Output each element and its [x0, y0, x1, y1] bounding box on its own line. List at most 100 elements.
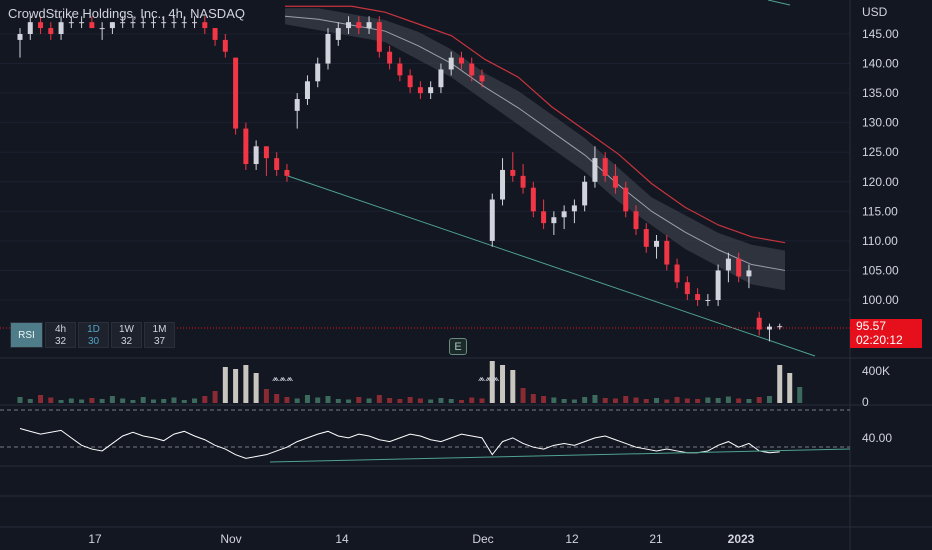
candle: [623, 181, 629, 218]
volume-bar: [17, 397, 23, 403]
rsi-tf-1w[interactable]: 1W 32: [111, 322, 142, 348]
volume-bar: [181, 400, 187, 403]
candle: [469, 57, 475, 82]
moving-average-ribbon: [284, 5, 786, 291]
candle: [304, 75, 310, 105]
candle-body: [551, 217, 557, 224]
rsi-tf-1d[interactable]: 1D 30: [78, 322, 109, 348]
volume-bar: [274, 394, 280, 403]
candle-body: [171, 22, 177, 24]
rsi-tf-1m[interactable]: 1M 37: [144, 322, 175, 348]
candle: [294, 93, 300, 129]
candle: [89, 16, 95, 29]
volume-bar: [79, 399, 85, 403]
candle-body: [407, 75, 413, 88]
candle: [479, 69, 485, 88]
volume-bar: [530, 394, 536, 403]
candle-body: [48, 28, 54, 34]
candlestick-series[interactable]: [17, 16, 783, 342]
candle: [510, 152, 516, 182]
candle: [130, 16, 136, 29]
rsi-label[interactable]: RSI: [10, 322, 43, 348]
volume-bar: [202, 396, 208, 403]
price-tick-label: 140.00: [862, 57, 899, 71]
candle: [17, 28, 23, 58]
candle: [417, 81, 423, 100]
volume-bar: [130, 400, 136, 403]
volume-bar: [58, 400, 64, 403]
volume-bar: [27, 399, 33, 403]
volume-bar: [335, 399, 341, 403]
candle: [458, 51, 464, 70]
volume-bar: [510, 370, 516, 403]
candle: [387, 45, 393, 70]
volume-bar: [304, 395, 310, 403]
price-tick-label: 100.00: [862, 293, 899, 307]
candle: [428, 81, 434, 100]
candle-body: [202, 22, 208, 29]
candle-body: [315, 63, 321, 82]
candle: [777, 323, 783, 330]
volume-bar: [797, 387, 803, 403]
volume-bar: [602, 398, 608, 403]
candle-body: [746, 270, 752, 277]
candle: [161, 16, 167, 29]
upper-trendline: [767, 0, 791, 6]
volume-bar: [192, 398, 198, 403]
rsi-pane: [0, 409, 851, 463]
candle: [79, 16, 85, 29]
volume-bar: [212, 391, 218, 403]
earnings-badge[interactable]: E: [449, 338, 467, 355]
candle-body: [233, 57, 239, 129]
volume-axis-zero: 0: [862, 395, 869, 409]
candle: [325, 28, 331, 70]
candle: [541, 199, 547, 230]
candle: [233, 57, 239, 135]
volume-bar: [520, 388, 526, 403]
candle: [346, 16, 352, 34]
time-tick-label: Dec: [472, 532, 493, 546]
candle-body: [120, 22, 126, 24]
volume-bar: [99, 399, 105, 403]
candle: [212, 28, 218, 46]
candle: [274, 152, 280, 176]
rsi-tf-4h[interactable]: 4h 32: [45, 322, 76, 348]
candle: [530, 181, 536, 218]
volume-bar: [674, 397, 680, 403]
candle: [756, 311, 762, 336]
volume-bar: [243, 365, 249, 403]
candle-body: [510, 169, 516, 176]
candle: [500, 158, 506, 206]
candle: [253, 140, 259, 170]
volume-bar: [746, 399, 752, 403]
candle: [612, 164, 618, 194]
candle: [99, 22, 105, 40]
candle: [448, 51, 454, 76]
volume-bar: [623, 396, 629, 403]
rsi-axis-label: 40.00: [862, 431, 893, 445]
candle: [150, 16, 156, 29]
candle-body: [130, 22, 136, 24]
candle-body: [756, 317, 762, 330]
volume-pane: ⩕⩕⩕ ⩕⩕⩕: [17, 361, 803, 403]
candle-body: [294, 99, 300, 111]
volume-bar: [263, 389, 269, 403]
candle-body: [243, 128, 249, 165]
candle-body: [397, 63, 403, 76]
volume-bar: [417, 398, 423, 403]
rsi-trendline: [269, 448, 851, 463]
volume-bar: [397, 399, 403, 403]
volume-bar: [612, 398, 618, 403]
candle: [561, 205, 567, 230]
volume-bar: [376, 395, 382, 403]
volume-bar: [643, 399, 649, 403]
candle: [654, 234, 660, 259]
volume-bar: [571, 399, 577, 403]
volume-bar: [233, 369, 239, 403]
candle: [592, 146, 598, 188]
candle-body: [181, 22, 187, 24]
volume-bar: [448, 399, 454, 403]
volume-bar: [684, 398, 690, 403]
time-tick-label: 2023: [728, 532, 755, 546]
